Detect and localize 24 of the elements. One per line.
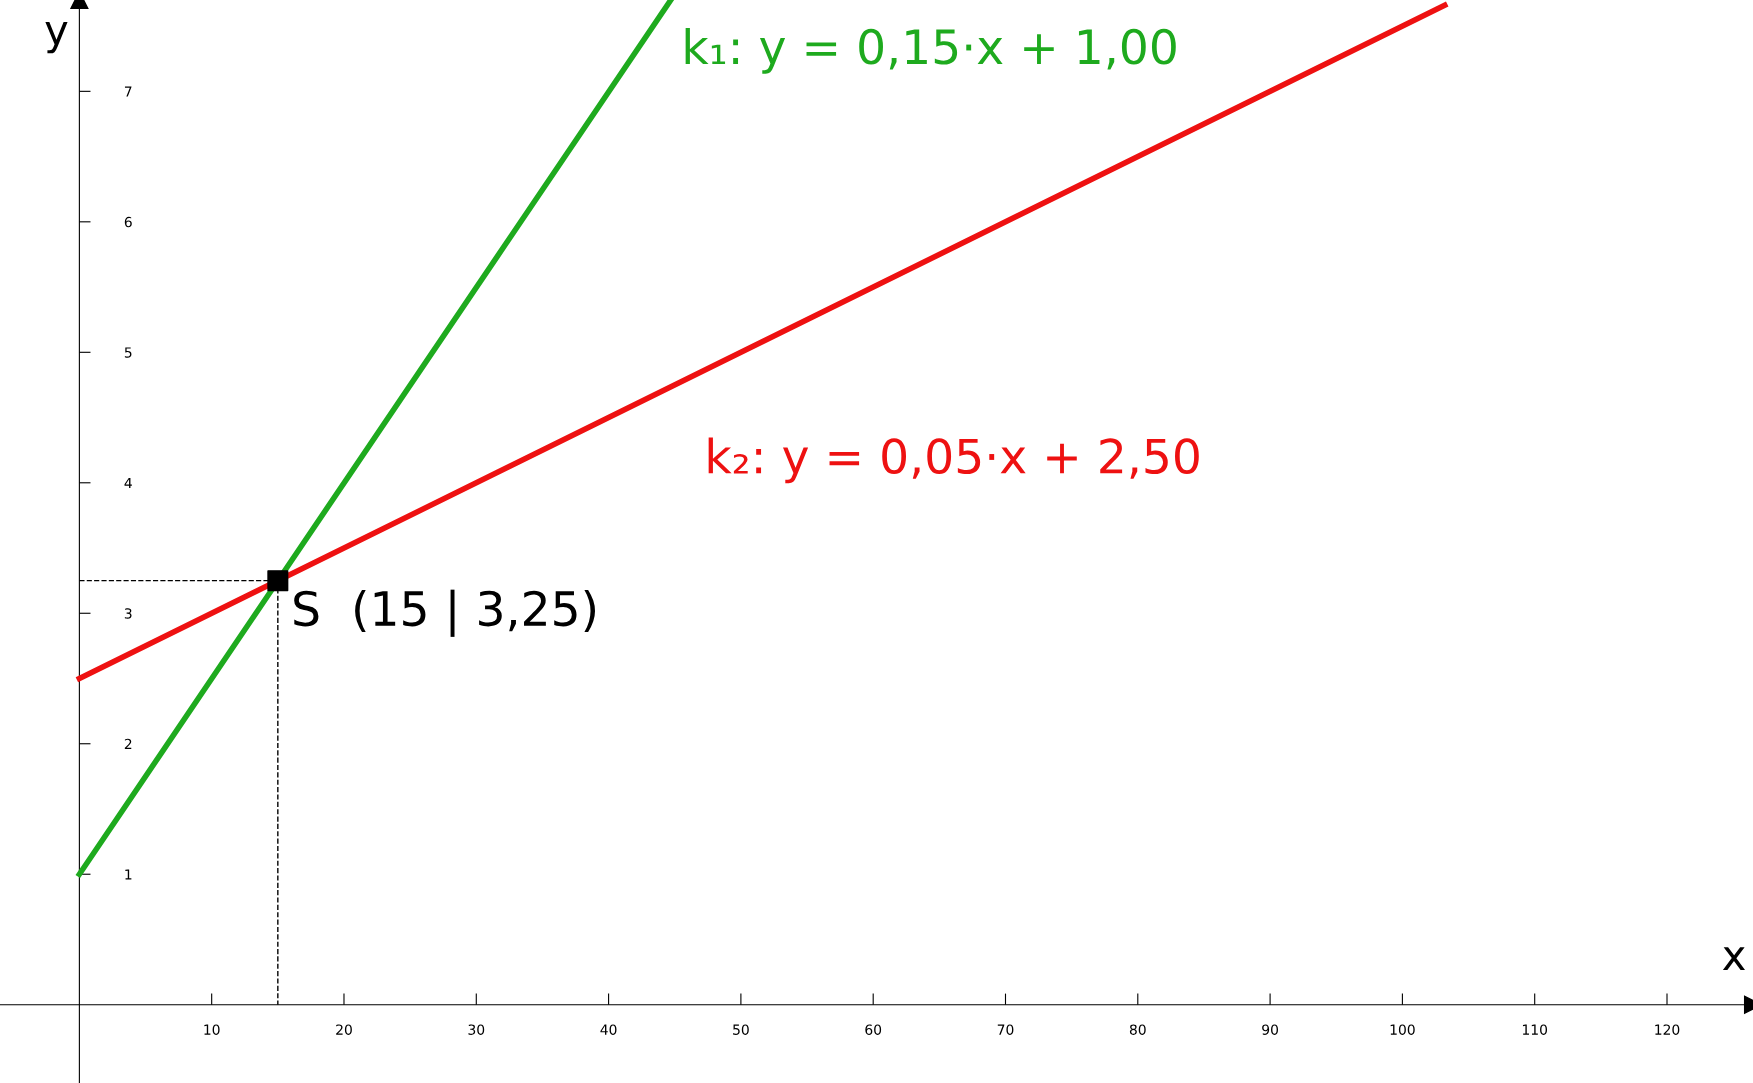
x-tick-label: 110 <box>1522 1024 1548 1035</box>
series-label: k₁: y = 0,15·x + 1,00 <box>685 28 1176 74</box>
x-tick-label: 50 <box>733 1024 749 1035</box>
y-tick-label: 7 <box>124 86 132 97</box>
series-label: k₂: y = 0,05·x + 2,50 <box>708 437 1199 484</box>
x-tick-label: 20 <box>336 1024 352 1035</box>
y-tick-label: 6 <box>124 216 132 228</box>
y-tick-label: 1 <box>125 869 132 880</box>
x-tick-label: 100 <box>1390 1024 1415 1035</box>
y-tick-label: 3 <box>124 608 132 619</box>
x-tick-label: 10 <box>204 1024 220 1035</box>
x-tick-label: 70 <box>997 1024 1014 1035</box>
x-tick-label: 120 <box>1655 1024 1680 1035</box>
x-tick-label: 80 <box>1129 1024 1146 1035</box>
x-axis-title: x <box>1722 947 1746 970</box>
annotation: S (15 | 3,25) <box>294 589 596 637</box>
y-axis-title: y <box>45 21 68 54</box>
x-tick-label: 90 <box>1262 1024 1279 1035</box>
y-tick-label: 5 <box>124 347 132 358</box>
y-tick-label: 2 <box>124 738 132 750</box>
x-tick-label: 30 <box>468 1024 485 1035</box>
x-tick-label: 40 <box>600 1024 617 1035</box>
y-tick-label: 4 <box>124 477 132 489</box>
x-tick-label: 60 <box>865 1024 882 1035</box>
